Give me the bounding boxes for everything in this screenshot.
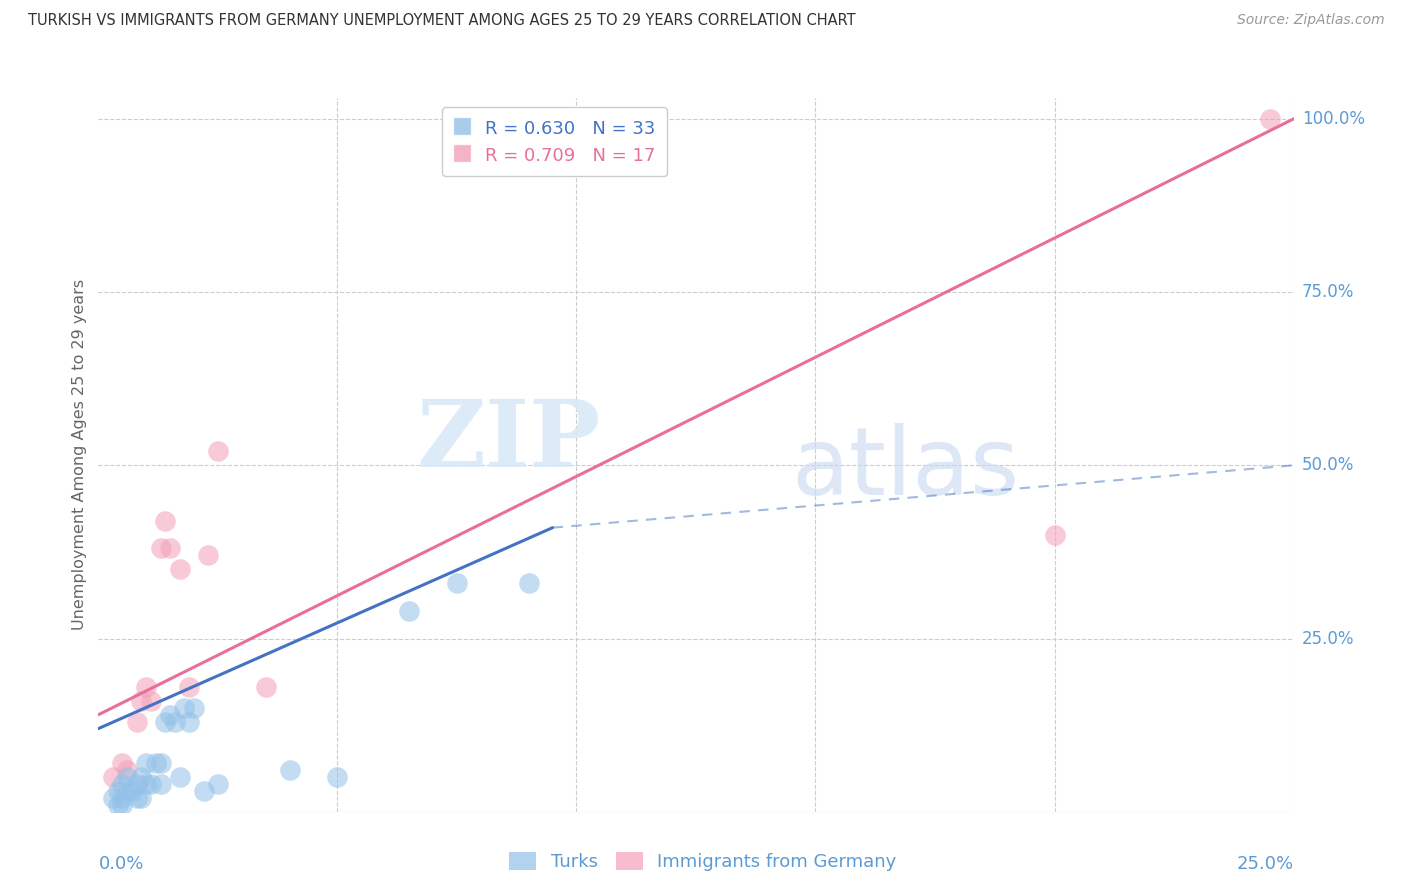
Point [115, 784, 138, 798]
Point [139, 777, 162, 791]
Point [131, 790, 153, 805]
Point [155, 514, 177, 528]
Point [159, 707, 181, 722]
Point [101, 790, 124, 805]
Point [207, 777, 229, 791]
Y-axis label: Unemployment Among Ages 25 to 29 years: Unemployment Among Ages 25 to 29 years [72, 279, 87, 631]
Point [159, 541, 181, 556]
Point [254, 680, 277, 694]
Point [183, 700, 205, 714]
Point [121, 784, 143, 798]
Point [111, 797, 134, 812]
Text: ZIP: ZIP [416, 396, 600, 485]
Point [169, 770, 191, 784]
Point [125, 777, 148, 791]
Text: 0.0%: 0.0% [98, 855, 143, 872]
Text: 25.0%: 25.0% [1236, 855, 1294, 872]
Point [131, 770, 153, 784]
Point [278, 763, 301, 777]
Text: Source: ZipAtlas.com: Source: ZipAtlas.com [1237, 13, 1385, 28]
Point [149, 756, 172, 771]
Point [145, 756, 167, 771]
Legend: R = 0.630   N = 33, R = 0.709   N = 17: R = 0.630 N = 33, R = 0.709 N = 17 [441, 107, 666, 176]
Point [111, 777, 134, 791]
Text: atlas: atlas [792, 423, 1019, 516]
Point [101, 770, 124, 784]
Point [139, 694, 162, 708]
Point [1043, 527, 1066, 541]
Point [149, 777, 172, 791]
Point [173, 700, 195, 714]
Text: 75.0%: 75.0% [1302, 283, 1354, 301]
Point [111, 756, 134, 771]
Point [446, 576, 468, 591]
Point [163, 714, 186, 729]
Point [1258, 112, 1281, 126]
Point [107, 797, 129, 812]
Legend: Turks, Immigrants from Germany: Turks, Immigrants from Germany [502, 846, 904, 879]
Text: 50.0%: 50.0% [1302, 457, 1354, 475]
Point [135, 756, 157, 771]
Point [111, 790, 134, 805]
Point [135, 777, 157, 791]
Point [197, 549, 219, 563]
Point [135, 680, 157, 694]
Point [326, 770, 349, 784]
Point [193, 784, 215, 798]
Point [115, 763, 138, 777]
Text: 100.0%: 100.0% [1302, 110, 1365, 128]
Point [207, 444, 229, 458]
Point [155, 714, 177, 729]
Point [517, 576, 540, 591]
Point [169, 562, 191, 576]
Text: TURKISH VS IMMIGRANTS FROM GERMANY UNEMPLOYMENT AMONG AGES 25 TO 29 YEARS CORREL: TURKISH VS IMMIGRANTS FROM GERMANY UNEMP… [28, 13, 856, 29]
Point [115, 770, 138, 784]
Point [398, 604, 420, 618]
Point [125, 790, 148, 805]
Point [125, 714, 148, 729]
Point [179, 680, 201, 694]
Point [107, 784, 129, 798]
Point [131, 694, 153, 708]
Point [179, 714, 201, 729]
Point [149, 541, 172, 556]
Text: 25.0%: 25.0% [1302, 630, 1354, 648]
